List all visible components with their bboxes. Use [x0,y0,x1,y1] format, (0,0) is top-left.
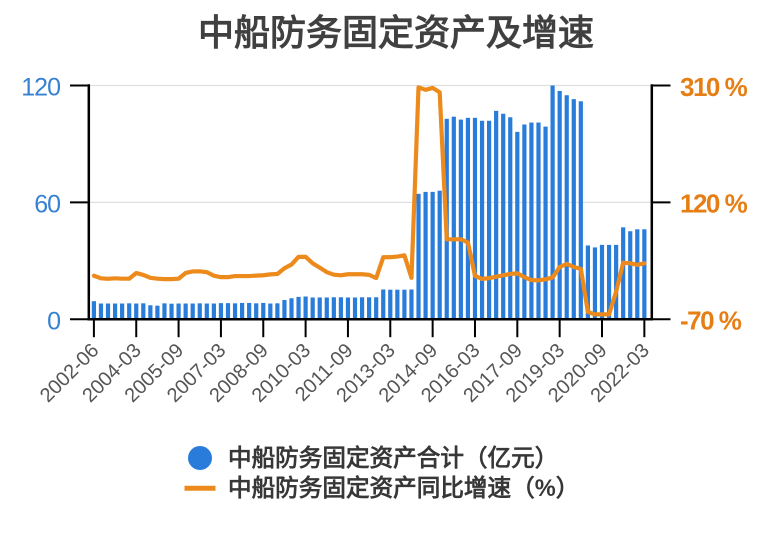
svg-text:0: 0 [47,307,60,335]
svg-text:120 %: 120 % [680,189,748,219]
svg-text:310 %: 310 % [680,72,748,102]
svg-text:中船防务固定资产及增速: 中船防务固定资产及增速 [198,12,594,53]
svg-text:中船防务固定资产同比增速（%）: 中船防务固定资产同比增速（%） [228,474,579,502]
svg-text:中船防务固定资产合计（亿元）: 中船防务固定资产合计（亿元） [228,444,558,472]
svg-text:-70 %: -70 % [680,306,742,336]
svg-text:120: 120 [21,74,60,102]
svg-text:60: 60 [34,191,60,219]
